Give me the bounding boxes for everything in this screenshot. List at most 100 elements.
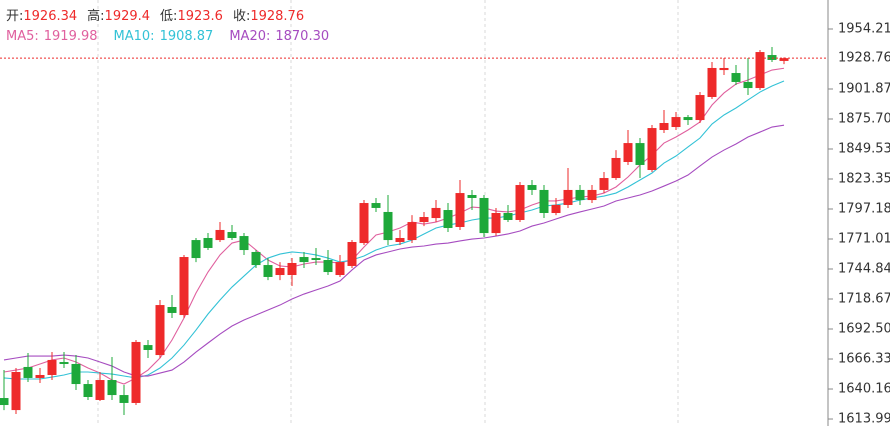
candle-body bbox=[275, 268, 285, 276]
candle-body bbox=[443, 210, 453, 229]
candle-body bbox=[287, 262, 297, 276]
candle-body bbox=[155, 305, 165, 356]
candle-body bbox=[323, 260, 333, 273]
candle-body bbox=[755, 52, 765, 89]
candle-body bbox=[251, 251, 261, 266]
y-tick-label: 1692.50 bbox=[838, 322, 890, 337]
candle-body bbox=[419, 217, 429, 223]
y-tick-label: 1771.01 bbox=[838, 232, 890, 247]
candle-body bbox=[95, 380, 105, 400]
candle-body bbox=[683, 117, 693, 121]
candle-body bbox=[407, 222, 417, 241]
last-price-box bbox=[830, 49, 888, 68]
candle-body bbox=[563, 189, 573, 205]
legend-value: 1908.87 bbox=[160, 29, 214, 44]
candle-body bbox=[515, 185, 525, 220]
ma-line bbox=[3, 124, 785, 377]
candle-body bbox=[611, 157, 621, 179]
candle-body bbox=[35, 374, 45, 378]
candle-body bbox=[203, 237, 213, 248]
y-tick-label: 1875.70 bbox=[838, 111, 890, 126]
y-tick-label: 1666.33 bbox=[838, 352, 890, 367]
candle-body bbox=[431, 207, 441, 219]
y-tick-label: 1744.84 bbox=[838, 262, 890, 277]
candle-body bbox=[47, 359, 57, 375]
candle-body bbox=[719, 67, 729, 71]
candle-body bbox=[119, 395, 129, 403]
candle-body bbox=[767, 55, 777, 60]
ohlc-value: 1929.4 bbox=[105, 9, 151, 24]
legend-name: MA10: bbox=[114, 29, 155, 44]
legend-name: MA5: bbox=[6, 29, 39, 44]
last-price-label: 1928.76 bbox=[838, 51, 890, 66]
y-tick-label: 1849.53 bbox=[838, 141, 890, 156]
candle-body bbox=[551, 204, 561, 213]
candle-body bbox=[539, 189, 549, 213]
candle-body bbox=[659, 123, 669, 131]
candle-body bbox=[227, 232, 237, 238]
candle-body bbox=[635, 143, 645, 165]
candle-body bbox=[479, 197, 489, 234]
candle-body bbox=[371, 203, 381, 208]
candle-body bbox=[731, 73, 741, 82]
candle-body bbox=[191, 240, 201, 259]
y-tick-label: 1640.16 bbox=[838, 382, 890, 397]
ohlc-label: 高: bbox=[87, 8, 104, 24]
candle-body bbox=[179, 257, 189, 316]
candle-body bbox=[11, 372, 21, 411]
candle-body bbox=[779, 58, 789, 61]
candle-body bbox=[23, 366, 33, 378]
candle-body bbox=[131, 341, 141, 403]
ma-line bbox=[3, 67, 785, 385]
candle-body bbox=[263, 265, 273, 277]
ohlc-label: 收: bbox=[233, 9, 250, 24]
candle-body bbox=[587, 189, 597, 201]
y-tick-label: 1823.35 bbox=[838, 172, 890, 187]
candle-body bbox=[107, 380, 117, 396]
candle-body bbox=[383, 211, 393, 241]
candle-body bbox=[743, 81, 753, 89]
ohlc-value: 1928.76 bbox=[250, 9, 304, 24]
candle-body bbox=[347, 242, 357, 266]
candle-body bbox=[491, 213, 501, 234]
candle-body bbox=[395, 237, 405, 243]
candle-body bbox=[167, 307, 177, 313]
candle-body bbox=[575, 189, 585, 201]
candle-body bbox=[83, 384, 93, 397]
candle-body bbox=[359, 203, 369, 244]
legend-name: MA20: bbox=[229, 29, 270, 44]
candle-body bbox=[467, 195, 477, 198]
ma-legend: MA5: 1919.98 MA10: 1908.87 MA20: 1870.30 bbox=[6, 29, 329, 44]
candle-body bbox=[71, 363, 81, 385]
ohlc-value: 1926.34 bbox=[23, 9, 77, 24]
candle-body bbox=[455, 193, 465, 227]
candle-body bbox=[503, 213, 513, 220]
y-tick-label: 1797.18 bbox=[838, 202, 890, 217]
legend-value: 1919.98 bbox=[44, 29, 98, 44]
candle-body bbox=[335, 262, 345, 276]
legend-value: 1870.30 bbox=[275, 29, 329, 44]
ohlc-label: 开: bbox=[6, 9, 23, 24]
candle-body bbox=[239, 236, 249, 251]
ohlc-header: 开:1926.34 高:1929.4 低:1923.6 收:1928.76 bbox=[6, 8, 304, 24]
candle-body bbox=[0, 398, 9, 406]
candle-body bbox=[695, 95, 705, 121]
candle-body bbox=[623, 143, 633, 162]
y-tick-label: 1901.87 bbox=[838, 81, 890, 96]
candle-body bbox=[215, 229, 225, 241]
candle-body bbox=[707, 67, 717, 97]
candle-body bbox=[599, 178, 609, 190]
y-tick-label: 1613.99 bbox=[838, 412, 890, 426]
candle-body bbox=[527, 185, 537, 190]
ohlc-value: 1923.6 bbox=[177, 9, 223, 24]
candle-body bbox=[299, 257, 309, 263]
y-tick-label: 1718.67 bbox=[838, 292, 890, 307]
candle-body bbox=[59, 362, 69, 364]
y-tick-label: 1954.21 bbox=[838, 21, 890, 36]
candle-body bbox=[143, 345, 153, 350]
candle-body bbox=[671, 117, 681, 128]
candle-body bbox=[647, 128, 657, 171]
ohlc-label: 低: bbox=[160, 9, 177, 24]
candle-body bbox=[311, 258, 321, 261]
